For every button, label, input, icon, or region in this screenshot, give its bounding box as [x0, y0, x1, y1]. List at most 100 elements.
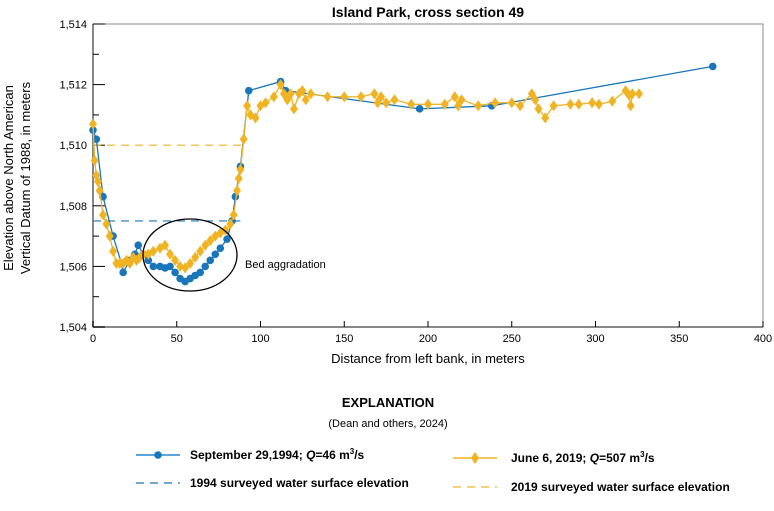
data-point-1994: [223, 235, 231, 243]
data-point-2019: [424, 98, 432, 110]
data-point-2019: [377, 91, 386, 103]
data-point-2019: [298, 85, 307, 97]
data-point-2019: [261, 97, 270, 109]
x-tick-label: 350: [670, 333, 688, 345]
data-point-1994: [196, 268, 204, 277]
data-point-2019: [196, 245, 205, 257]
legend-1994-ws-label: 1994 surveyed water surface elevation: [190, 476, 409, 490]
data-point-2019: [588, 97, 597, 109]
data-point-1994: [144, 256, 153, 265]
data-point-1994: [211, 250, 220, 259]
data-point-2019: [450, 91, 459, 103]
data-point-2019: [239, 133, 248, 145]
data-point-2019: [566, 98, 575, 110]
data-point-1994: [92, 135, 101, 143]
data-point-1994: [708, 62, 717, 71]
data-point-2019: [102, 218, 111, 230]
data-point-2019: [407, 98, 416, 110]
data-point-1994: [166, 262, 174, 271]
data-point-2019: [166, 248, 175, 260]
legend: EXPLANATION (Dean and others, 2024) Sept…: [136, 395, 730, 494]
data-point-2019: [269, 91, 278, 103]
data-point-2019: [382, 97, 391, 109]
data-point-2019: [95, 185, 104, 197]
data-point-2019: [549, 100, 558, 112]
legend-1994-series: September 29,1994; Q=46 m3/s: [136, 447, 365, 462]
data-point-2019: [635, 88, 644, 100]
data-point-1994: [206, 256, 215, 265]
plot-area: [89, 62, 717, 286]
plot-frame: [92, 23, 764, 328]
data-point-2019: [229, 209, 238, 221]
data-point-2019: [306, 88, 315, 100]
series-line: [92, 65, 713, 283]
y-tick-label: 1,514: [59, 19, 87, 31]
data-point-2019: [357, 91, 365, 103]
y-tick-label: 1,508: [59, 201, 87, 213]
y-axis-label-line2: Vertical Datum of 1988, in meters: [18, 81, 33, 274]
data-point-2019: [628, 88, 637, 100]
bed-aggradation-label: Bed aggradation: [245, 259, 326, 271]
data-point-2019: [109, 245, 118, 257]
data-point-2019: [340, 91, 349, 103]
data-point-2019: [507, 97, 516, 109]
data-point-2019: [161, 239, 170, 251]
legend-2019-ws-label: 2019 surveyed water surface elevation: [511, 480, 730, 494]
data-point-2019: [226, 218, 235, 230]
data-point-2019: [99, 209, 108, 221]
y-tick-label: 1,504: [59, 322, 87, 334]
data-point-2019: [94, 176, 103, 188]
data-point-2019: [90, 154, 99, 166]
data-point-2019: [594, 98, 603, 110]
data-point-2019: [236, 163, 245, 175]
legend-2019-series: June 6, 2019; Q=507 m3/s: [453, 450, 655, 465]
y-axis-label-line1: Elevation above North American: [1, 85, 16, 271]
data-point-2019: [233, 185, 242, 197]
data-point-2019: [105, 230, 114, 242]
data-point-1994: [134, 241, 143, 249]
y-tick-label: 1,510: [59, 140, 87, 152]
legend-title: EXPLANATION: [342, 395, 434, 410]
data-point-1994: [415, 105, 424, 113]
x-tick-label: 400: [754, 333, 772, 345]
data-point-1994: [119, 268, 127, 277]
data-point-1994: [244, 86, 253, 95]
data-point-2019: [516, 100, 525, 112]
x-axis-label: Distance from left bank, in meters: [331, 351, 525, 366]
legend-2019-water-surface: 2019 surveyed water surface elevation: [453, 480, 730, 494]
x-tick-label: 200: [419, 333, 437, 345]
data-point-2019: [171, 254, 180, 266]
bed-aggradation-ellipse: [142, 218, 238, 292]
data-point-2019: [440, 98, 449, 110]
data-point-2019: [541, 112, 550, 124]
legend-1994-water-surface: 1994 surveyed water surface elevation: [136, 476, 409, 490]
data-point-2019: [149, 245, 158, 257]
data-point-1994: [171, 268, 179, 277]
data-point-2019: [491, 97, 499, 109]
data-point-2019: [474, 100, 483, 112]
data-point-2019: [181, 262, 190, 274]
data-point-2019: [243, 100, 252, 112]
data-point-2019: [626, 100, 635, 112]
data-point-1994: [216, 244, 225, 253]
data-point-2019: [390, 94, 399, 106]
data-point-2019: [191, 251, 200, 263]
data-point-1994: [149, 262, 158, 271]
x-tick-label: 100: [251, 333, 269, 345]
x-tick-label: 0: [90, 333, 96, 345]
data-point-2019: [370, 88, 379, 100]
data-point-2019: [251, 112, 260, 124]
data-point-2019: [301, 94, 310, 106]
y-tick-label: 1,512: [59, 80, 87, 92]
data-point-2019: [276, 79, 285, 91]
data-point-2019: [89, 118, 97, 130]
data-point-2019: [290, 103, 298, 115]
data-point-2019: [234, 173, 243, 185]
diamond-marker-icon: [471, 452, 479, 464]
data-point-2019: [574, 98, 583, 110]
data-point-2019: [206, 235, 215, 247]
legend-2019-label: June 6, 2019; Q=507 m3/s: [511, 450, 655, 465]
series-line: [92, 83, 640, 269]
data-point-1994: [201, 262, 210, 271]
circle-marker-icon: [154, 451, 162, 459]
